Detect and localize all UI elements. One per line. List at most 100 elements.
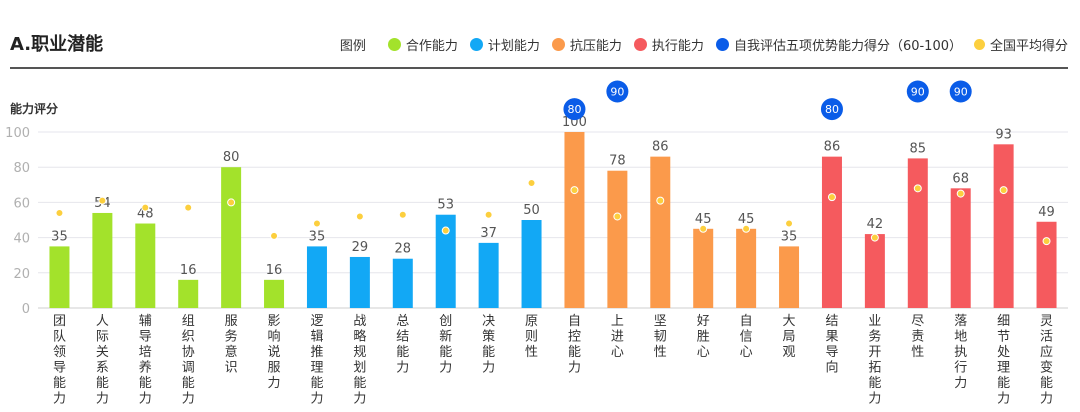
self-score-badge: [563, 98, 586, 121]
x-tick-label: 战略规划能力: [353, 314, 366, 407]
self-score-label: 80: [567, 103, 581, 116]
legend-item-planning: 计划能力: [469, 35, 540, 54]
data-label: 50: [523, 203, 540, 218]
average-marker: [999, 186, 1008, 195]
average-marker: [785, 219, 794, 228]
bar-24: [1036, 221, 1057, 308]
data-label: 93: [995, 127, 1012, 142]
bar-14: [607, 170, 628, 308]
data-label: 49: [1038, 205, 1055, 220]
data-label: 78: [609, 154, 626, 169]
legend-label: 自我评估五项优势能力得分（60-100）: [733, 39, 962, 54]
legend-title: 图例: [339, 39, 366, 54]
bar-1: [49, 246, 70, 308]
legend-swatch-national-average: [973, 39, 985, 50]
x-tick-label: 组织协调能力: [182, 314, 195, 407]
data-label: 35: [51, 229, 68, 244]
average-marker: [613, 212, 622, 221]
x-tick-label: 自控能力: [568, 314, 581, 376]
x-tick-label: 好胜心: [697, 314, 710, 360]
x-tick-label: 原则性: [525, 314, 538, 360]
bar-15: [650, 156, 671, 308]
x-tick-label: 自信心: [740, 314, 753, 360]
y-tick-label: 100: [5, 126, 30, 141]
legend-label: 执行能力: [651, 39, 704, 54]
x-tick-label: 辅导培养能力: [139, 314, 152, 407]
bar-10: [435, 214, 456, 308]
average-marker: [527, 179, 536, 188]
section-title: A.职业潜能: [10, 34, 104, 55]
average-marker: [656, 196, 665, 205]
self-score-badge: [949, 80, 972, 103]
bar-20: [864, 234, 885, 308]
x-tick-label: 团队领导能力: [53, 314, 66, 407]
y-axis-title: 能力评分: [10, 101, 58, 116]
x-tick-label: 逻辑推理能力: [310, 314, 323, 407]
x-tick-label: 总结能力: [396, 314, 409, 376]
data-label: 100: [562, 115, 587, 130]
data-label: 53: [437, 198, 454, 213]
bar-11: [478, 242, 499, 308]
average-marker: [441, 226, 450, 235]
x-tick-label: 细节处理能力: [997, 314, 1010, 407]
x-tick-label: 结果导向: [825, 314, 838, 376]
bar-23: [993, 144, 1014, 308]
average-marker: [312, 219, 321, 228]
legend-swatch-stress: [551, 38, 565, 51]
self-score-badge: [606, 80, 629, 103]
x-tick-label: 灵活应变能力: [1040, 314, 1053, 407]
y-tick-label: 80: [13, 161, 30, 176]
self-score-label: 90: [610, 86, 624, 99]
bar-12: [521, 220, 542, 308]
self-score-label: 80: [825, 103, 839, 116]
average-marker: [827, 193, 836, 202]
average-marker: [98, 196, 107, 205]
average-marker: [742, 224, 751, 233]
average-marker: [141, 203, 150, 212]
bar-21: [907, 158, 928, 308]
legend-label: 抗压能力: [569, 39, 622, 54]
legend-swatch-cooperation: [387, 38, 401, 51]
average-marker: [913, 184, 922, 193]
data-label: 37: [480, 226, 497, 241]
x-tick-label: 坚韧性: [654, 314, 667, 360]
legend-label: 合作能力: [405, 39, 458, 54]
bar-17: [736, 228, 757, 308]
x-tick-label: 落地执行力: [954, 314, 967, 391]
y-tick-label: 40: [13, 232, 30, 247]
self-score-label: 90: [911, 86, 925, 99]
bar-16: [693, 228, 714, 308]
data-label: 45: [738, 212, 755, 227]
bar-9: [392, 258, 413, 308]
legend-item-stress: 抗压能力: [551, 35, 622, 54]
legend-item-cooperation: 合作能力: [387, 35, 458, 54]
x-tick-label: 大局观: [783, 314, 796, 360]
data-label: 35: [309, 229, 326, 244]
x-tick-label: 服务意识: [225, 314, 238, 376]
average-marker: [1042, 237, 1051, 246]
data-label: 45: [695, 212, 712, 227]
x-tick-label: 业务开拓能力: [868, 314, 881, 407]
bar-3: [135, 223, 156, 308]
average-marker: [184, 203, 193, 212]
bar-8: [349, 256, 370, 308]
average-marker: [55, 208, 64, 217]
legend-item-national-average: 全国平均得分: [973, 35, 1068, 54]
legend-label: 全国平均得分: [989, 39, 1068, 54]
x-tick-label: 创新能力: [439, 314, 452, 376]
average-marker: [870, 233, 879, 242]
average-marker: [484, 210, 493, 219]
average-marker: [227, 198, 236, 207]
average-marker: [398, 210, 407, 219]
data-label: 16: [180, 263, 197, 278]
data-label: 68: [952, 171, 969, 186]
average-marker: [699, 224, 708, 233]
data-label: 16: [266, 263, 283, 278]
x-tick-label: 影响说服力: [268, 314, 281, 391]
x-tick-label: 尽责性: [911, 314, 924, 360]
bar-5: [221, 167, 242, 308]
legend-item-self-assessment: 自我评估五项优势能力得分（60-100）: [715, 35, 962, 54]
average-marker: [355, 212, 364, 221]
x-tick-label: 人际关系能力: [96, 314, 109, 407]
